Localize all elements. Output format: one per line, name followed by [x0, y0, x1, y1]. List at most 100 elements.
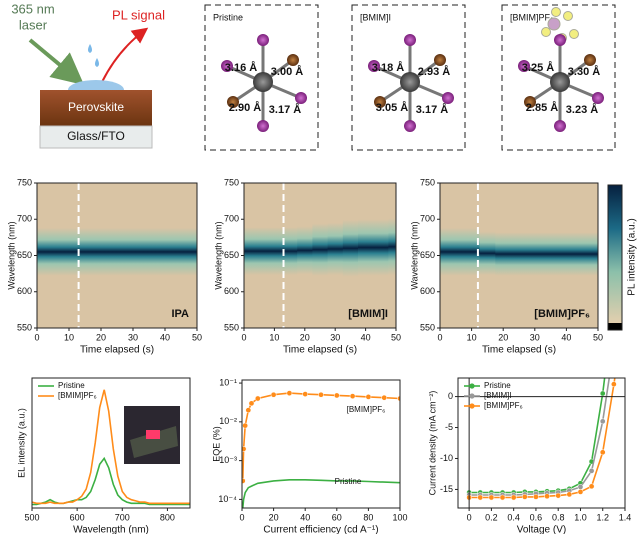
atom — [554, 34, 566, 46]
annotation: Pristine — [335, 477, 362, 486]
data-point — [349, 393, 356, 399]
heatmap-band — [574, 232, 591, 276]
atom — [227, 96, 239, 108]
heatmap-band — [447, 227, 465, 276]
structure-box — [204, 4, 319, 151]
bond-length: 3.23 Å — [566, 103, 598, 116]
y-axis-label: Wavelength (nm) — [213, 221, 223, 289]
heatmap-band — [440, 227, 449, 276]
atom — [592, 92, 604, 104]
legend-label: [BMIM]PF₆ — [484, 401, 523, 410]
atom — [524, 96, 536, 108]
x-axis-label: Current efficiency (cd A⁻¹) — [263, 525, 378, 534]
structure-box — [501, 4, 616, 151]
x-tick-label: 30 — [128, 332, 138, 342]
y-tick-label: 600 — [420, 286, 435, 296]
heatmap-band — [342, 219, 359, 277]
data-point — [599, 418, 606, 425]
bond-length: 3.16 Å — [225, 61, 257, 74]
colorbar — [607, 184, 623, 331]
y-tick-label: 550 — [17, 322, 32, 332]
data-point — [611, 381, 617, 388]
inset-emission — [146, 430, 160, 439]
x-tick-label: 50 — [593, 332, 603, 342]
y-tick-label: 600 — [17, 286, 32, 296]
bond-length: 3.17 Å — [269, 103, 301, 116]
x-tick-label: 0 — [241, 332, 246, 342]
data-point — [318, 391, 324, 398]
layer-label: Glass/FTO — [67, 129, 125, 143]
x-tick-label: 80 — [363, 512, 373, 522]
legend-swatch — [469, 403, 475, 409]
data-point — [577, 489, 584, 495]
data-point — [566, 491, 573, 498]
data-point — [242, 422, 249, 429]
plot-frame — [457, 377, 626, 509]
x-tick-label: 1.0 — [574, 512, 587, 522]
y-tick-label: -10 — [440, 453, 453, 463]
data-point — [245, 407, 252, 414]
heatmap-band — [297, 226, 313, 275]
data-point — [254, 395, 261, 402]
heatmap-band — [282, 227, 298, 276]
heatmap-band — [358, 219, 374, 276]
data-point — [242, 478, 246, 484]
heatmap-band — [173, 227, 190, 276]
heatmap-band — [312, 223, 329, 276]
data-point — [242, 446, 247, 452]
data-point — [611, 344, 616, 349]
series-line — [32, 389, 190, 505]
x-tick-label: 20 — [498, 332, 508, 342]
atom — [374, 96, 386, 108]
plot-frame — [241, 379, 401, 509]
heatmap-band — [157, 227, 174, 276]
x-tick-label: 0 — [467, 512, 472, 522]
data-point — [488, 494, 495, 501]
data-point — [599, 390, 606, 397]
x-tick-label: 40 — [361, 332, 371, 342]
legend-swatch — [469, 393, 475, 399]
laser-arrow — [28, 38, 85, 86]
x-tick-label: 40 — [300, 512, 310, 522]
heatmap-band — [495, 232, 512, 276]
y-tick-label: 10⁻³ — [219, 455, 237, 465]
heatmap-band — [45, 227, 62, 276]
y-axis-label: Wavelength (nm) — [409, 221, 419, 289]
structure-box — [351, 4, 466, 151]
heatmap-band — [61, 227, 78, 276]
laser-label: 365 nm — [11, 1, 54, 16]
atom — [404, 120, 416, 132]
heatmap-band — [93, 227, 110, 276]
bond-length: 3.05 Å — [376, 101, 408, 114]
x-tick-label: 1.4 — [619, 512, 632, 522]
y-tick-label: 700 — [420, 214, 435, 224]
y-tick-label: 650 — [224, 250, 239, 260]
lead-atom — [400, 72, 420, 92]
bond-length: 2.85 Å — [526, 101, 558, 114]
atom — [584, 54, 596, 66]
data-point — [381, 394, 388, 401]
laser-label: laser — [19, 17, 48, 32]
x-tick-label: 800 — [160, 512, 175, 522]
x-axis-label: Time elapsed (s) — [283, 345, 357, 356]
plot-area — [466, 344, 617, 501]
x-tick-label: 500 — [24, 512, 39, 522]
y-axis-label: Current density (mA cm⁻²) — [427, 391, 437, 496]
bond-length: 3.30 Å — [568, 65, 600, 78]
layer-label: Perovskite — [68, 100, 124, 114]
annotation: [BMIM]PF₆ — [347, 405, 386, 414]
heatmap-band — [266, 227, 283, 276]
y-tick-label: -15 — [440, 484, 453, 494]
bond-length: 2.90 Å — [229, 101, 261, 114]
bond-length: 2.93 Å — [418, 65, 450, 78]
x-tick-label: 0 — [34, 332, 39, 342]
y-tick-label: 10⁻¹ — [219, 377, 237, 387]
structure-title: [BMIM]PF₆ — [510, 12, 554, 22]
legend-label: [BMIM]PF₆ — [58, 391, 97, 400]
heatmap-band — [388, 218, 396, 276]
y-tick-label: 750 — [17, 177, 32, 187]
structure-title: [BMIM]I — [360, 12, 391, 22]
atom — [442, 92, 454, 104]
x-tick-label: 10 — [64, 332, 74, 342]
x-tick-label: 1.2 — [596, 512, 609, 522]
